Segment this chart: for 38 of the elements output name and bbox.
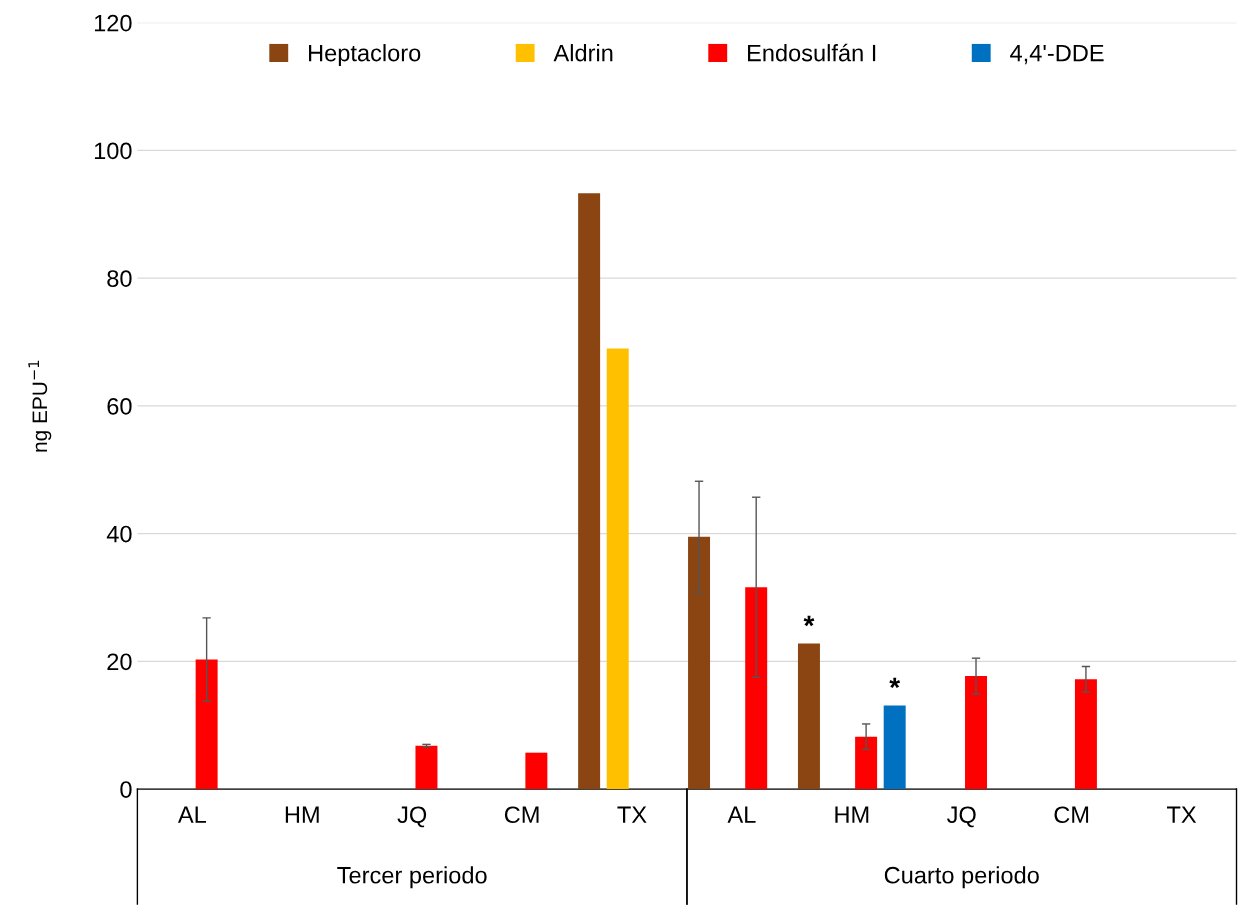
legend-label: Endosulfán I <box>748 43 876 62</box>
y-tick-label: 20 <box>107 653 132 671</box>
y-tick-label: 0 <box>120 781 132 798</box>
text: Cuarto periodo <box>884 866 1039 889</box>
x-tick-label: CM <box>504 806 539 824</box>
bar <box>415 745 438 790</box>
x-tick-label: AL <box>177 806 206 823</box>
bar <box>797 643 820 790</box>
bar <box>1074 679 1097 790</box>
x-tick-label: AL <box>727 806 756 823</box>
y-axis-title: ng EPU$^{−1}$ <box>28 360 52 452</box>
bar <box>525 752 548 790</box>
x-tick-label: JQ <box>397 806 427 828</box>
bar <box>855 736 878 790</box>
x-tick-label: TX <box>617 806 647 823</box>
bar <box>195 659 218 790</box>
bar <box>606 348 629 790</box>
bar <box>688 536 711 790</box>
data-label: * <box>889 677 901 689</box>
x-tick-label: JQ <box>947 806 976 828</box>
legend-label: Heptacloro <box>309 44 421 67</box>
text: Tercer periodo <box>337 866 487 889</box>
x-tick-label: HM <box>285 806 319 823</box>
bar <box>578 193 601 790</box>
bar <box>745 587 768 790</box>
x-tick-label: CM <box>1054 806 1089 824</box>
y-tick-label: 60 <box>107 397 132 415</box>
y-tick-label: 80 <box>107 270 132 287</box>
bar <box>883 705 906 790</box>
legend-label: Aldrin <box>553 44 613 62</box>
x-tick-label: TX <box>1167 806 1197 823</box>
x-tick-label: HM <box>835 806 869 823</box>
y-tick-label: 120 <box>94 14 132 32</box>
data-label: * <box>803 615 815 627</box>
legend-label: 4,4'-DDE <box>1010 44 1104 65</box>
bar <box>965 676 988 790</box>
y-tick-label: 100 <box>94 142 132 160</box>
y-tick-label: 40 <box>106 525 132 543</box>
